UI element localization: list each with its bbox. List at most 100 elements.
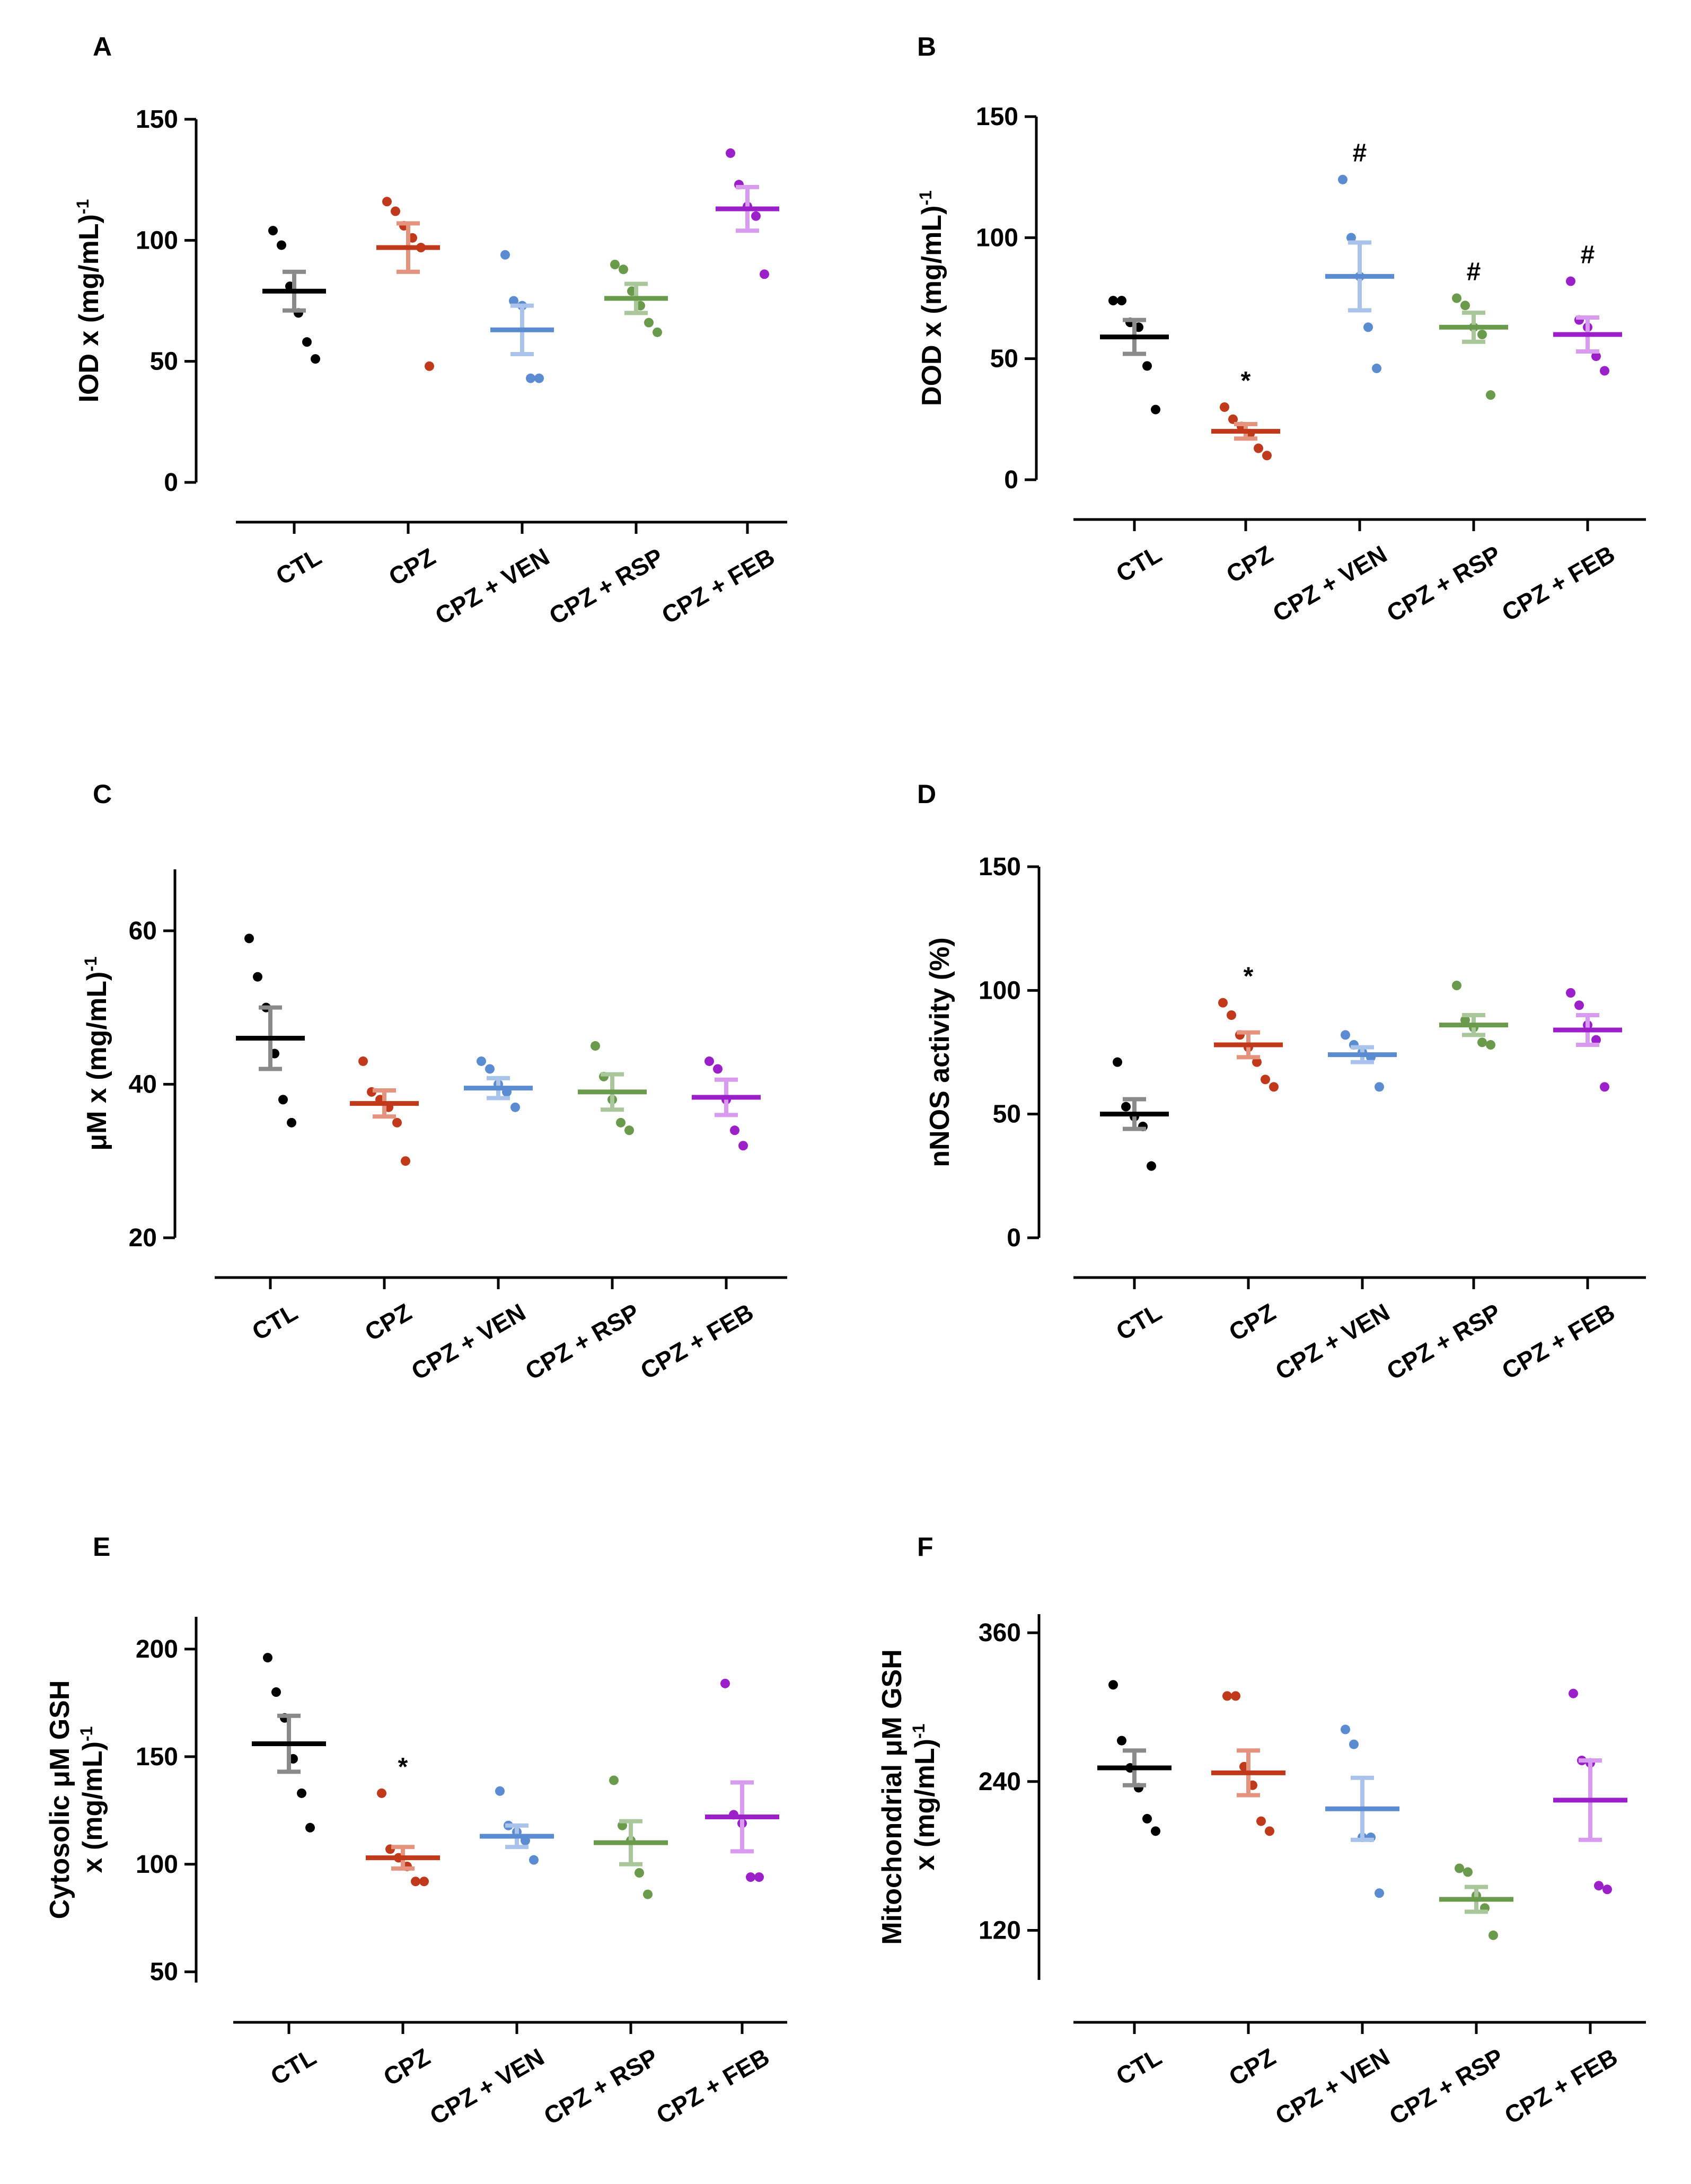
y-axis-label-line2: x (mg/mL) [77, 1741, 108, 1873]
data-point [1142, 1813, 1152, 1824]
y-tick-label: 50 [150, 1958, 178, 1986]
data-point [253, 972, 262, 982]
y-axis-label-text: nNOS activity (%) [924, 937, 955, 1167]
data-point [1108, 1680, 1118, 1690]
data-point [1375, 1888, 1384, 1898]
y-axis-label-line1: Cytosolic μM GSH [45, 1680, 75, 1919]
panel-f-letter: F [917, 1532, 933, 1562]
data-point [1602, 1884, 1612, 1895]
data-point [500, 250, 510, 260]
y-tick-label: 120 [979, 1916, 1021, 1944]
significance-marker: * [398, 1753, 408, 1781]
data-point [392, 1117, 402, 1128]
data-point [411, 1877, 420, 1887]
group-1: CPZ [1211, 1691, 1285, 2091]
panel-e-letter: E [93, 1532, 110, 1562]
data-point [1363, 322, 1373, 332]
data-point [1489, 1930, 1498, 1940]
data-point [1591, 351, 1601, 362]
y-axis-label-superscript: -1 [909, 1724, 928, 1739]
data-point [591, 1041, 600, 1051]
y-tick-label: 200 [136, 1635, 178, 1663]
significance-marker: # [1467, 258, 1481, 286]
data-point [382, 197, 392, 207]
panel-b-letter: B [917, 32, 936, 61]
data-point [1594, 1881, 1604, 1891]
data-point [1113, 1057, 1122, 1067]
y-axis-label: μM x (mg/mL)-1 [81, 956, 112, 1150]
y-axis-label: Cytosolic μM GSHx (mg/mL)-1 [45, 1680, 108, 1919]
data-point [1220, 402, 1229, 412]
y-axis-label: IOD x (mg/mL)-1 [73, 199, 104, 403]
data-point [754, 1872, 764, 1882]
data-point [1341, 1724, 1350, 1734]
data-point [616, 1117, 626, 1128]
data-point [610, 260, 620, 269]
data-point [526, 373, 535, 383]
data-point [311, 354, 320, 364]
data-point [297, 1788, 306, 1798]
data-point [619, 265, 628, 275]
data-point [644, 318, 654, 328]
data-point [287, 1117, 296, 1128]
data-point [1228, 414, 1238, 424]
y-tick-label: 50 [993, 1100, 1021, 1129]
data-point [425, 361, 434, 371]
data-point [1600, 366, 1609, 376]
data-point [377, 1788, 386, 1798]
data-point [1463, 1867, 1473, 1877]
data-point [1346, 233, 1356, 243]
data-point [419, 1877, 429, 1887]
data-point [1460, 301, 1470, 311]
y-tick-label: 0 [1004, 466, 1018, 494]
data-point [760, 269, 769, 279]
data-point [720, 1678, 730, 1688]
data-point [1574, 1000, 1584, 1010]
y-axis-label-superscript: -1 [81, 956, 100, 971]
y-tick-label: 150 [136, 105, 178, 134]
y-axis-label-text: IOD x (mg/mL) [74, 214, 104, 402]
y-tick-label: 0 [164, 469, 178, 497]
data-point [1452, 293, 1461, 303]
data-point [391, 206, 400, 216]
data-point [1591, 1035, 1601, 1045]
data-point [1341, 1030, 1350, 1040]
data-point [713, 1064, 723, 1074]
data-point [1254, 443, 1263, 453]
data-point [1455, 1863, 1464, 1873]
y-tick-label: 100 [136, 226, 178, 254]
data-point [509, 296, 518, 306]
y-tick-label: 20 [129, 1224, 157, 1252]
data-point [1452, 981, 1461, 990]
y-tick-label: 50 [150, 348, 178, 376]
data-point [1486, 1040, 1495, 1050]
y-axis-label-superscript: -1 [73, 199, 92, 214]
data-point [302, 337, 312, 347]
data-point [1261, 1075, 1270, 1085]
data-point [704, 1056, 714, 1066]
data-point [1256, 1816, 1266, 1826]
data-point [624, 1125, 634, 1135]
data-point [1477, 1037, 1487, 1047]
data-point [1460, 1015, 1470, 1025]
data-point [1265, 1826, 1274, 1836]
significance-marker: * [1241, 367, 1251, 395]
y-axis-label-superscript: -1 [77, 1727, 96, 1741]
significance-marker: # [1581, 241, 1595, 269]
y-tick-label: 40 [129, 1070, 157, 1098]
data-point [1600, 1082, 1609, 1092]
data-point [305, 1822, 315, 1833]
y-tick-label: 150 [976, 103, 1018, 131]
data-point [1151, 1826, 1160, 1836]
y-tick-label: 100 [979, 976, 1021, 1005]
y-tick-label: 0 [1007, 1224, 1021, 1252]
y-axis-label-line1: Mitochondrial μM GSH [877, 1649, 908, 1945]
data-point [278, 1095, 288, 1105]
data-point [609, 1775, 619, 1785]
data-point [1338, 174, 1347, 184]
data-point [726, 148, 735, 158]
data-point [1569, 1688, 1578, 1698]
data-point [1486, 390, 1495, 400]
y-axis-label-text: DOD x (mg/mL) [917, 206, 947, 406]
